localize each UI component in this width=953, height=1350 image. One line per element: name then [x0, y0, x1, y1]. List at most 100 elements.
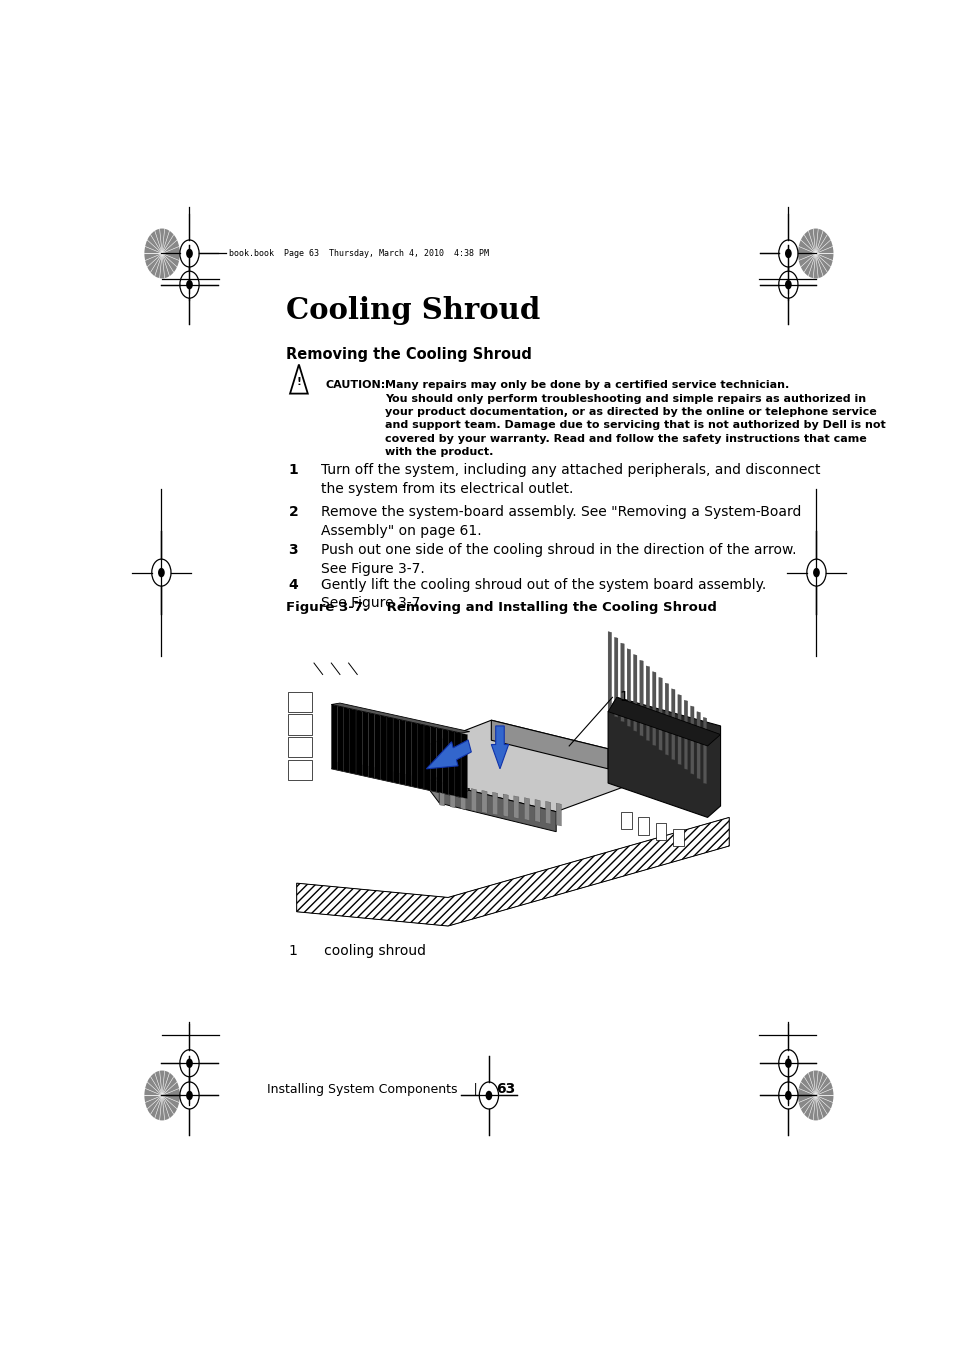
Circle shape — [144, 1071, 180, 1120]
Text: 1      cooling shroud: 1 cooling shroud — [288, 944, 425, 957]
Polygon shape — [417, 724, 424, 790]
Polygon shape — [659, 678, 661, 751]
Text: Turn off the system, including any attached peripherals, and disconnect
the syst: Turn off the system, including any attac… — [321, 463, 820, 495]
Polygon shape — [439, 783, 444, 806]
FancyBboxPatch shape — [672, 829, 683, 846]
FancyArrow shape — [491, 726, 508, 768]
Polygon shape — [337, 706, 344, 772]
Polygon shape — [492, 792, 497, 815]
Text: 63: 63 — [496, 1083, 515, 1096]
Polygon shape — [362, 711, 368, 778]
Polygon shape — [350, 709, 356, 775]
Polygon shape — [664, 683, 668, 756]
Polygon shape — [683, 701, 687, 769]
Polygon shape — [607, 698, 720, 817]
Polygon shape — [633, 655, 637, 732]
FancyArrow shape — [426, 740, 471, 768]
FancyBboxPatch shape — [655, 824, 666, 840]
Circle shape — [186, 279, 193, 289]
Polygon shape — [614, 637, 618, 717]
Circle shape — [186, 248, 193, 258]
Polygon shape — [620, 643, 623, 722]
Polygon shape — [690, 706, 694, 775]
Circle shape — [784, 1058, 791, 1068]
Circle shape — [186, 1058, 193, 1068]
FancyBboxPatch shape — [638, 817, 649, 834]
Polygon shape — [423, 725, 430, 791]
Circle shape — [797, 228, 833, 278]
Circle shape — [144, 228, 180, 278]
Text: Gently lift the cooling shroud out of the system board assembly.
See Figure 3-7.: Gently lift the cooling shroud out of th… — [321, 578, 765, 610]
Polygon shape — [481, 790, 487, 813]
Polygon shape — [514, 796, 518, 818]
Text: 1: 1 — [619, 690, 628, 705]
FancyBboxPatch shape — [620, 811, 631, 829]
Polygon shape — [331, 703, 469, 733]
Polygon shape — [343, 707, 350, 774]
Polygon shape — [405, 721, 412, 787]
Polygon shape — [355, 710, 362, 776]
FancyBboxPatch shape — [288, 691, 312, 711]
Text: 3: 3 — [288, 544, 298, 558]
Circle shape — [784, 279, 791, 289]
Polygon shape — [671, 688, 675, 760]
Polygon shape — [626, 649, 630, 726]
Polygon shape — [607, 632, 611, 713]
Polygon shape — [448, 730, 455, 796]
Polygon shape — [460, 733, 467, 799]
Polygon shape — [387, 717, 393, 783]
Polygon shape — [375, 714, 380, 780]
Polygon shape — [678, 694, 680, 765]
Circle shape — [186, 1091, 193, 1100]
Polygon shape — [697, 711, 700, 779]
Polygon shape — [393, 718, 399, 784]
Text: book.book  Page 63  Thursday, March 4, 2010  4:38 PM: book.book Page 63 Thursday, March 4, 201… — [229, 248, 488, 258]
Polygon shape — [450, 784, 455, 807]
Circle shape — [784, 248, 791, 258]
Polygon shape — [368, 713, 375, 779]
Polygon shape — [439, 783, 556, 832]
FancyBboxPatch shape — [288, 714, 312, 734]
Polygon shape — [639, 660, 642, 736]
Polygon shape — [442, 729, 449, 795]
Polygon shape — [607, 698, 720, 747]
Circle shape — [158, 568, 165, 578]
Circle shape — [812, 568, 819, 578]
Polygon shape — [399, 720, 405, 786]
Text: 2: 2 — [288, 505, 298, 518]
Text: !: ! — [296, 377, 301, 387]
Polygon shape — [296, 817, 728, 926]
Polygon shape — [702, 717, 706, 784]
Polygon shape — [652, 671, 656, 745]
Text: Figure 3-7.    Removing and Installing the Cooling Shroud: Figure 3-7. Removing and Installing the … — [285, 601, 716, 614]
Polygon shape — [413, 749, 439, 803]
Polygon shape — [491, 720, 607, 768]
Polygon shape — [411, 722, 417, 788]
FancyBboxPatch shape — [288, 737, 312, 757]
Text: Many repairs may only be done by a certified service technician.
You should only: Many repairs may only be done by a certi… — [384, 381, 884, 458]
Text: Push out one side of the cooling shroud in the direction of the arrow.
See Figur: Push out one side of the cooling shroud … — [321, 544, 796, 576]
Polygon shape — [331, 760, 469, 798]
Polygon shape — [436, 728, 442, 794]
Circle shape — [784, 1091, 791, 1100]
Text: Removing the Cooling Shroud: Removing the Cooling Shroud — [285, 347, 531, 362]
Polygon shape — [460, 787, 465, 810]
Polygon shape — [417, 720, 634, 811]
Text: 4: 4 — [288, 578, 298, 591]
Polygon shape — [645, 666, 649, 741]
Text: 1: 1 — [288, 463, 298, 478]
Text: Installing System Components    |: Installing System Components | — [267, 1083, 477, 1096]
Polygon shape — [524, 798, 529, 821]
Polygon shape — [535, 799, 539, 822]
Polygon shape — [545, 802, 550, 824]
Polygon shape — [380, 716, 387, 782]
Text: Cooling Shroud: Cooling Shroud — [285, 296, 539, 325]
Polygon shape — [471, 788, 476, 811]
Polygon shape — [331, 705, 337, 771]
FancyBboxPatch shape — [288, 760, 312, 780]
Circle shape — [797, 1071, 833, 1120]
Text: Remove the system-board assembly. See "Removing a System-Board
Assembly" on page: Remove the system-board assembly. See "R… — [321, 505, 801, 537]
Circle shape — [485, 1091, 492, 1100]
Polygon shape — [502, 794, 508, 817]
Polygon shape — [455, 732, 461, 798]
